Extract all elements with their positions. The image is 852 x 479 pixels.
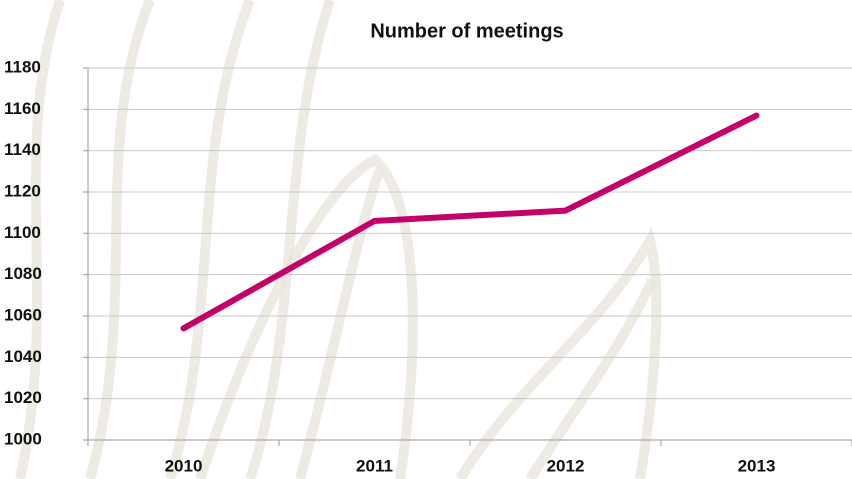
- x-tick-label: 2011: [356, 456, 393, 475]
- x-tick-label: 2012: [547, 456, 585, 475]
- y-tick-label: 1160: [4, 99, 41, 118]
- background-pattern: [15, 0, 662, 479]
- y-tick-label: 1040: [4, 347, 42, 366]
- y-tick-label: 1080: [4, 264, 42, 283]
- x-tick-label: 2010: [165, 456, 203, 475]
- y-tick-label: 1060: [4, 305, 42, 324]
- chart-title: Number of meetings: [370, 20, 563, 42]
- y-tick-label: 1120: [4, 181, 41, 200]
- x-tick-label: 2013: [738, 456, 776, 475]
- y-tick-label: 1140: [4, 140, 41, 159]
- line-series: [180, 112, 760, 332]
- y-tick-label: 1100: [4, 223, 41, 242]
- y-tick-label: 1020: [4, 388, 42, 407]
- y-tick-label: 1000: [4, 429, 42, 448]
- y-tick-label: 1180: [4, 57, 41, 76]
